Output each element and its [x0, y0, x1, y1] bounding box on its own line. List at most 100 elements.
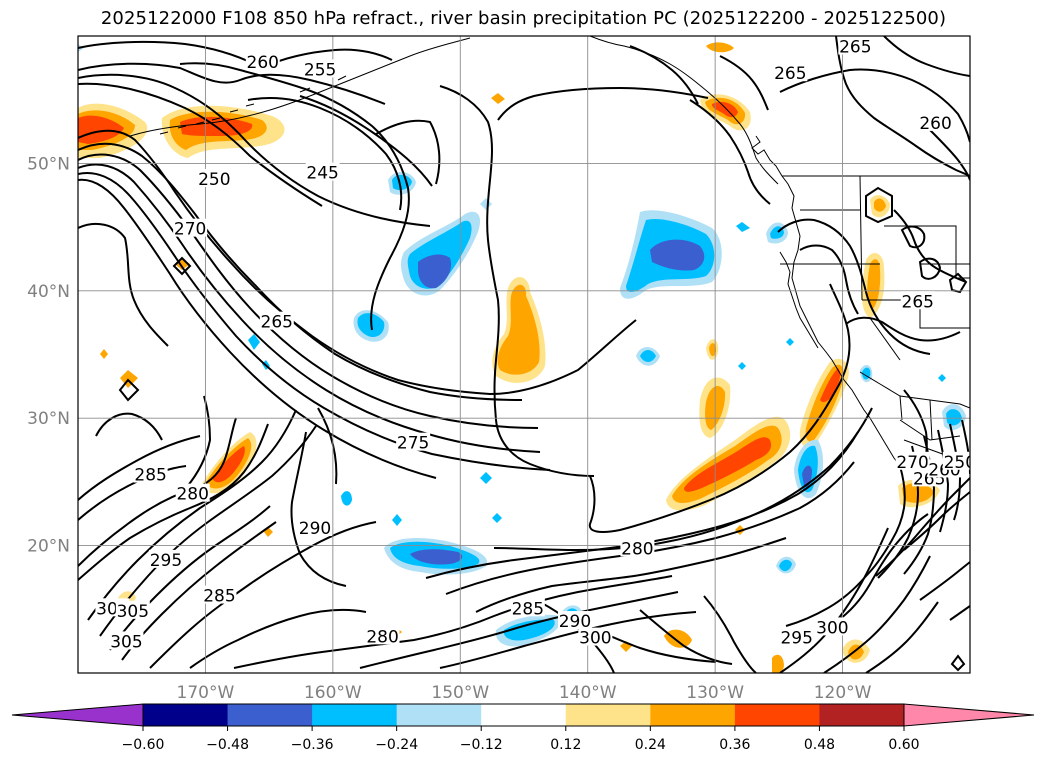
longitude-tick-label: 120°W [814, 683, 872, 703]
latitude-tick-label: 40°N [27, 282, 70, 302]
contour-label: 280 [175, 483, 210, 505]
contour-line [948, 272, 968, 294]
graticule [78, 36, 970, 673]
contour-label: 305 [109, 631, 144, 652]
colorbar-segment [227, 704, 313, 726]
contour-line [493, 407, 873, 552]
contour-label-text: 295 [780, 629, 812, 649]
contour-label-text: 250 [944, 453, 976, 473]
contour-label: 260 [245, 51, 280, 73]
contour-line [78, 129, 637, 396]
colorbar-tick-label: −0.12 [460, 737, 503, 753]
contour-line [865, 186, 893, 224]
contour-label-backdrop [202, 585, 237, 604]
colorbar-under-triangle [11, 703, 144, 727]
longitude-tick-label: 170°W [177, 683, 235, 703]
contour-line [919, 561, 970, 601]
contour-line [903, 491, 970, 551]
colorbar-tick-label: −0.48 [206, 737, 249, 753]
contour-line [535, 599, 615, 673]
latitude-ticks: 20°N 30°N 40°N 50°N [27, 154, 70, 556]
contour-line [785, 465, 906, 627]
contour-line [439, 85, 595, 477]
contour-label: 250 [942, 451, 976, 473]
contour-line [845, 316, 961, 342]
latitude-tick-label: 20°N [27, 537, 70, 557]
longitude-tick-label: 130°W [686, 683, 744, 703]
contour-label-text: 280 [366, 627, 398, 647]
contour-line [78, 423, 269, 581]
contour-line [109, 505, 271, 651]
contour-label-text: 280 [176, 485, 208, 505]
colorbar-segment [734, 704, 820, 726]
contour-line [629, 45, 699, 105]
longitude-tick-label: 150°W [431, 683, 489, 703]
contour-line [185, 395, 212, 489]
contour-label: 275 [396, 432, 431, 454]
precip-negative-area [738, 362, 746, 370]
precip-positive-area [874, 198, 886, 212]
contour-line [172, 256, 192, 276]
colorbar-tick-label: 0.60 [888, 737, 919, 753]
precip-negative-area [492, 513, 502, 523]
contour-label-text: 270 [174, 220, 206, 240]
contour-line [937, 429, 950, 533]
precip-negative-area [736, 222, 750, 232]
contour-label: 290 [298, 518, 333, 539]
contour-label-backdrop [918, 112, 953, 131]
contour-line [247, 97, 403, 211]
contour-label-backdrop [557, 611, 592, 630]
colorbar-segment [819, 704, 905, 726]
contour-label-backdrop [510, 598, 545, 617]
contour-label-text: 260 [919, 114, 951, 134]
gulf-alaska-coast [589, 36, 779, 185]
contour-label: 265 [259, 311, 294, 333]
contour-label: 265 [773, 63, 808, 84]
contour-line [78, 178, 437, 479]
colorbar-segment [396, 704, 482, 726]
colorbar-segment [565, 704, 651, 726]
contour-line [900, 225, 926, 249]
precip-positive-area [706, 42, 734, 53]
contour-line [78, 222, 169, 347]
colorbar-segment [650, 704, 736, 726]
contour-label-backdrop [578, 627, 613, 646]
contour-line [719, 55, 769, 111]
contour-labels: 260 255 250 245 270 265 275 285 280 290 295 285 300 3… [95, 36, 976, 652]
contour-line [78, 73, 431, 227]
contour-line [78, 62, 386, 105]
contour-line [475, 537, 787, 613]
contour-label: 300 [815, 617, 850, 638]
contour-label-backdrop [303, 59, 338, 78]
contour-label-text: 285 [134, 466, 166, 486]
contour-line [588, 283, 851, 533]
figure-title: 2025122000 F108 850 hPa refract., river … [100, 8, 947, 29]
latitude-tick-label: 30°N [27, 409, 70, 429]
contour-label-text: 255 [304, 60, 336, 80]
contour-label: 265 [838, 36, 873, 57]
precip-negative-area [418, 254, 452, 289]
contour-label-backdrop [298, 518, 333, 537]
colorbar-segment [143, 704, 229, 726]
contour-label-text: 300 [816, 618, 848, 638]
precip-positive-area [709, 343, 717, 357]
contour-line [703, 595, 757, 673]
contour-line [779, 68, 970, 143]
contour-label-text: 275 [397, 434, 429, 454]
contour-label-backdrop [895, 451, 930, 470]
contour-label: 270 [895, 451, 930, 473]
precip-negative-area [341, 491, 352, 506]
contour-line [87, 409, 297, 621]
map-frame [77, 35, 971, 674]
colorbar-tick-label: −0.36 [291, 737, 334, 753]
precip-positive-area [78, 115, 124, 144]
contour-line [375, 119, 441, 185]
contour-line [883, 36, 970, 77]
precip-negative-area [248, 334, 260, 350]
precip-negative-area [503, 619, 555, 641]
contour-line [99, 425, 317, 637]
contour-label: 285 [510, 598, 545, 619]
contour-label: 305 [115, 600, 150, 622]
longitude-tick-label: 140°W [559, 683, 617, 703]
contour-label-backdrop [620, 538, 655, 557]
